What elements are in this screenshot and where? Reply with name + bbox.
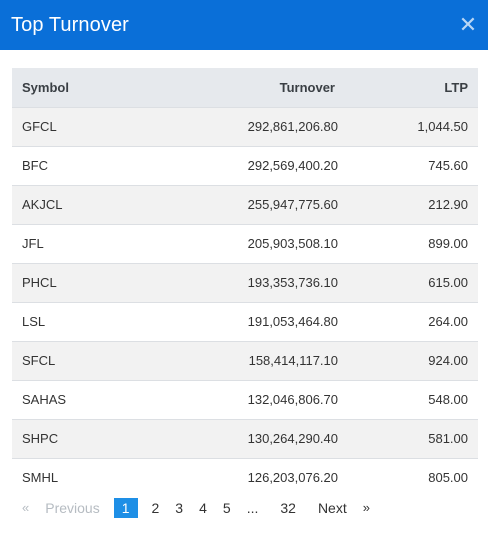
table-row[interactable]: SHPC 130,264,290.40 581.00 [12,419,478,458]
symbol-cell: AKJCL [22,197,63,212]
ltp-cell: 1,044.50 [417,119,468,134]
table-row[interactable]: AKJCL 255,947,775.60 212.90 [12,185,478,224]
turnover-cell: 132,046,806.70 [247,392,338,407]
previous-arrow-icon: « [22,500,30,515]
turnover-cell: 292,861,206.80 [247,119,338,134]
close-icon[interactable]: ✕ [458,12,478,37]
turnover-cell: 205,903,508.10 [247,236,338,251]
turnover-cell: 130,264,290.40 [247,431,338,446]
next-arrow-icon[interactable]: » [362,500,370,515]
ltp-cell: 212.90 [428,197,468,212]
symbol-cell: SMHL [22,470,59,486]
ltp-cell: 581.00 [428,431,468,446]
table-row[interactable]: SAHAS 132,046,806.70 548.00 [12,380,478,419]
modal-title: Top Turnover [11,13,129,36]
table-row[interactable]: GFCL 292,861,206.80 1,044.50 [12,107,478,146]
table-header-row: Symbol Turnover LTP [12,68,478,107]
table-row[interactable]: JFL 205,903,508.10 899.00 [12,224,478,263]
page-5-button[interactable]: 5 [222,500,231,516]
modal-header: Top Turnover ✕ [0,0,488,50]
symbol-cell: JFL [22,236,44,251]
turnover-cell: 191,053,464.80 [247,314,338,329]
symbol-cell: PHCL [22,275,57,290]
ltp-cell: 745.60 [428,158,468,173]
page-2-button[interactable]: 2 [151,500,160,516]
turnover-table: Symbol Turnover LTP GFCL 292,861,206.80 1,… [12,68,478,497]
pagination-ellipsis: ... [246,500,259,516]
table-row[interactable]: LSL 191,053,464.80 264.00 [12,302,478,341]
column-header-symbol[interactable]: Symbol [22,79,69,95]
pagination: « Previous 1 2 3 4 5 ... 32 Next » [14,497,378,519]
turnover-cell: 292,569,400.20 [247,158,338,173]
table-row[interactable]: BFC 292,569,400.20 745.60 [12,146,478,185]
ltp-cell: 615.00 [428,275,468,290]
table-row[interactable]: SFCL 158,414,117.10 924.00 [12,341,478,380]
turnover-cell: 193,353,736.10 [247,275,338,290]
ltp-cell: 899.00 [428,236,468,251]
turnover-cell: 255,947,775.60 [247,197,338,212]
table-row[interactable]: PHCL 193,353,736.10 615.00 [12,263,478,302]
table-row[interactable]: SMHL 126,203,076.20 805.00 [12,458,478,497]
ltp-cell: 805.00 [428,470,468,486]
page-3-button[interactable]: 3 [175,500,184,516]
ltp-cell: 264.00 [428,314,468,329]
turnover-table-container: Symbol Turnover LTP GFCL 292,861,206.80 1,… [12,68,478,497]
next-page-button[interactable]: Next [317,500,347,516]
turnover-cell: 158,414,117.10 [248,353,338,368]
page-last-button[interactable]: 32 [280,500,296,516]
symbol-cell: BFC [22,158,48,173]
page-1-button[interactable]: 1 [113,498,138,518]
previous-page-button: Previous [45,500,100,516]
symbol-cell: GFCL [22,119,57,134]
ltp-cell: 924.00 [428,353,468,368]
ltp-cell: 548.00 [428,392,468,407]
column-header-ltp[interactable]: LTP [444,79,468,95]
column-header-turnover[interactable]: Turnover [279,79,335,95]
turnover-cell: 126,203,076.20 [247,470,338,486]
symbol-cell: SHPC [22,431,59,446]
page-4-button[interactable]: 4 [199,500,207,516]
symbol-cell: SAHAS [22,392,67,407]
table-body: GFCL 292,861,206.80 1,044.50 BFC 292,569,400… [12,107,478,497]
symbol-cell: SFCL [22,353,56,368]
symbol-cell: LSL [22,314,46,329]
